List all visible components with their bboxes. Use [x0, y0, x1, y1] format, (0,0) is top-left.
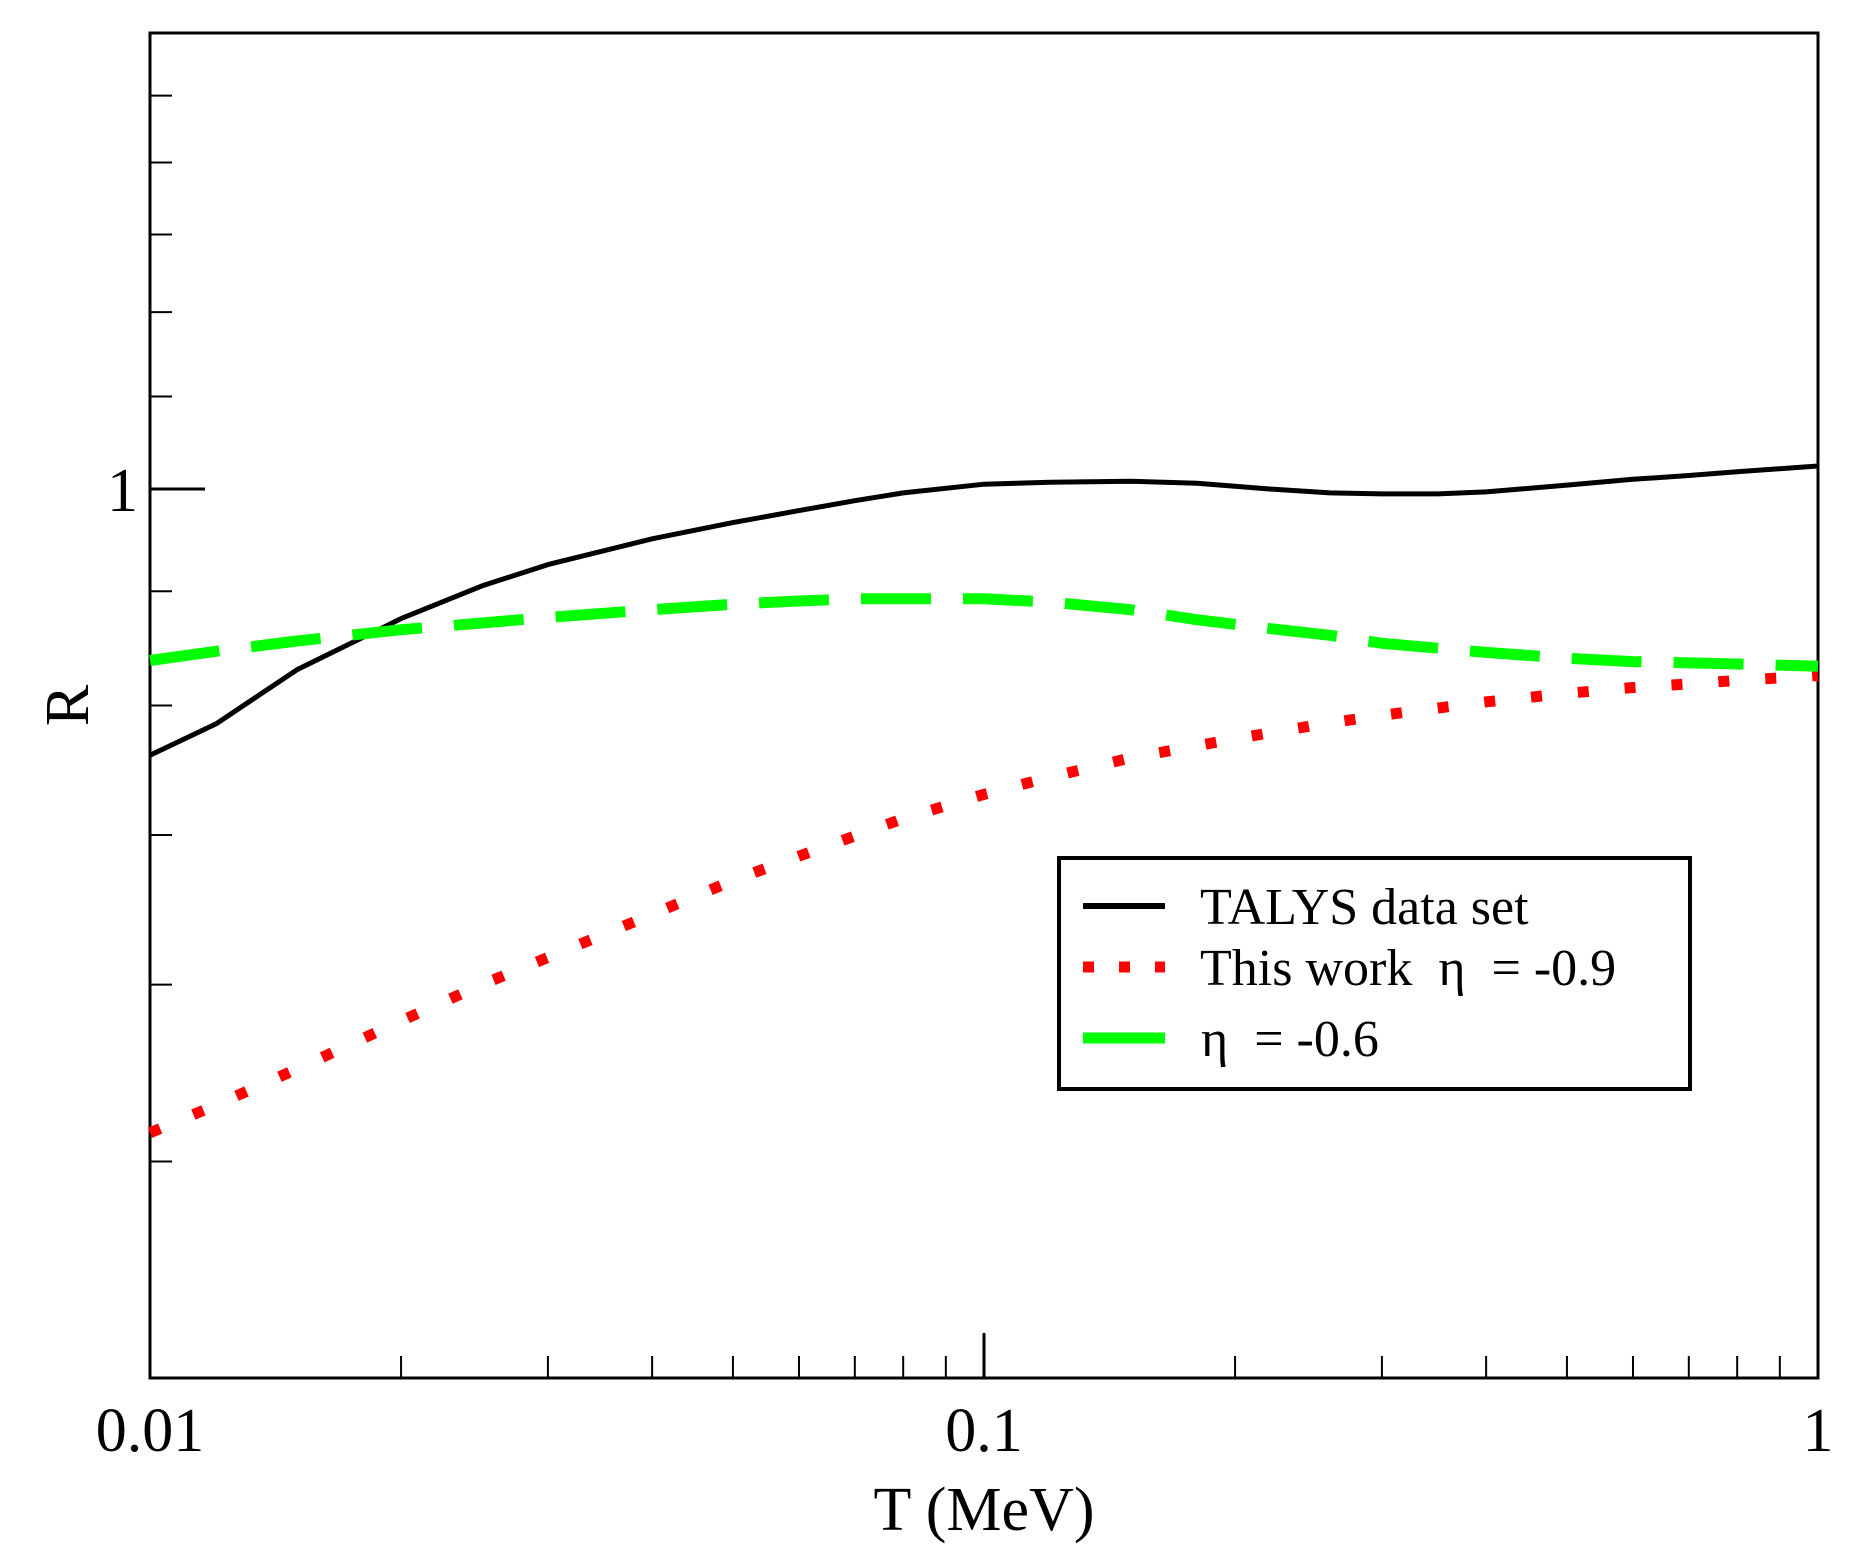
- legend-box: [1057, 856, 1692, 1091]
- series-layer: [147, 463, 1819, 1138]
- y-tick-labels: 1: [107, 457, 138, 525]
- plot-frame: [148, 31, 1820, 1380]
- x-tick-label: 1: [1803, 1397, 1834, 1465]
- legend-label-this-work: This work η = -0.9: [1200, 940, 1616, 997]
- x-minor-ticks: [400, 1356, 1781, 1378]
- legend-label-eta-06: η = -0.6: [1188, 1011, 1379, 1068]
- legend-label-talys: TALYS data set: [1200, 879, 1529, 936]
- x-axis-label: T (MeV): [874, 1476, 1095, 1544]
- x-major-ticks: [148, 1333, 1820, 1378]
- x-tick-label: 0.01: [96, 1397, 205, 1465]
- series-line-dashed: [149, 593, 1819, 672]
- y-tick-label: 1: [107, 457, 138, 525]
- x-tick-label: 0.1: [945, 1397, 1023, 1465]
- y-axis-label: R: [34, 684, 102, 726]
- series-line-solid: [148, 463, 1819, 758]
- x-tick-labels: 0.01 0.1 1: [96, 1397, 1834, 1465]
- y-minor-ticks: [150, 32, 172, 1379]
- legend: TALYS data set This work η = -0.9 η = -0…: [1057, 856, 1692, 1091]
